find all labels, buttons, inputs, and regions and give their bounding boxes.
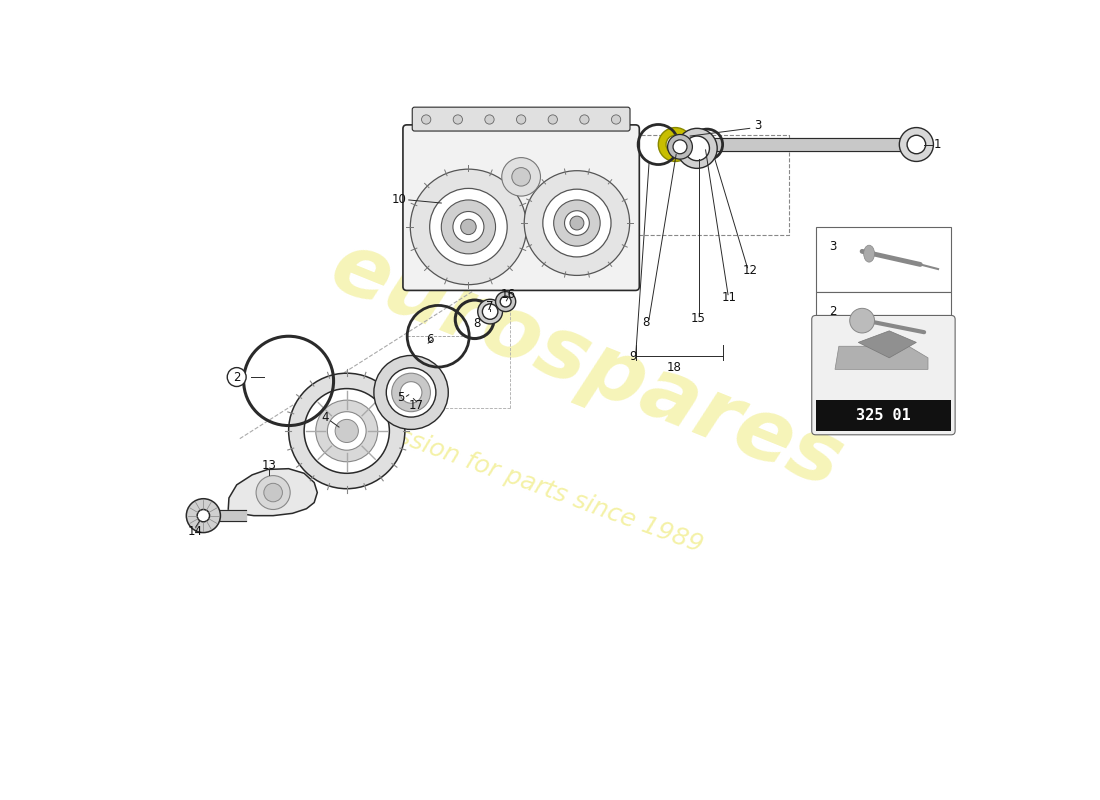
Text: 10: 10 [392, 194, 407, 206]
Circle shape [684, 136, 710, 161]
Text: 2: 2 [233, 370, 241, 383]
Text: 11: 11 [722, 291, 737, 304]
Circle shape [256, 476, 290, 510]
Circle shape [441, 200, 495, 254]
Circle shape [900, 127, 934, 162]
Circle shape [392, 373, 430, 412]
Circle shape [186, 498, 220, 533]
FancyBboxPatch shape [403, 125, 639, 290]
Circle shape [421, 115, 431, 124]
Text: 325 01: 325 01 [856, 408, 911, 423]
FancyBboxPatch shape [412, 107, 630, 131]
Circle shape [400, 382, 422, 403]
Circle shape [316, 400, 377, 462]
Text: 12: 12 [742, 264, 757, 278]
Bar [603, 134, 789, 234]
Circle shape [658, 127, 692, 162]
Circle shape [570, 216, 584, 230]
Circle shape [564, 210, 590, 235]
Text: 5: 5 [397, 391, 405, 404]
Text: 8: 8 [473, 317, 481, 330]
Circle shape [410, 169, 527, 285]
Text: 17: 17 [409, 399, 424, 412]
Polygon shape [228, 469, 317, 516]
Bar [815, 227, 952, 292]
Circle shape [453, 115, 462, 124]
Circle shape [328, 412, 366, 450]
Circle shape [849, 308, 875, 333]
Circle shape [386, 368, 436, 417]
Circle shape [430, 188, 507, 266]
Ellipse shape [864, 245, 874, 262]
Circle shape [197, 510, 210, 522]
Text: 15: 15 [691, 312, 706, 325]
Circle shape [483, 304, 498, 319]
Circle shape [580, 115, 590, 124]
Text: 1: 1 [934, 138, 942, 151]
Circle shape [668, 134, 692, 159]
Circle shape [304, 389, 389, 474]
Circle shape [512, 168, 530, 186]
Text: 2: 2 [829, 306, 836, 318]
Text: 3: 3 [829, 240, 836, 253]
Circle shape [453, 211, 484, 242]
Circle shape [502, 158, 540, 196]
Circle shape [288, 373, 405, 489]
Circle shape [500, 296, 512, 307]
Circle shape [495, 291, 516, 311]
Circle shape [553, 200, 601, 246]
Circle shape [374, 355, 449, 430]
Bar [815, 292, 952, 358]
Text: eurospares: eurospares [319, 225, 855, 506]
Text: a passion for parts since 1989: a passion for parts since 1989 [343, 405, 706, 557]
Circle shape [676, 128, 717, 168]
Text: 4: 4 [321, 410, 329, 423]
Text: 3: 3 [754, 118, 761, 132]
Circle shape [485, 115, 494, 124]
Text: 18: 18 [667, 362, 682, 374]
Bar [815, 400, 952, 431]
Circle shape [542, 189, 610, 257]
Text: 14: 14 [188, 525, 204, 538]
Text: 13: 13 [262, 459, 277, 472]
Circle shape [517, 115, 526, 124]
Polygon shape [835, 346, 928, 370]
Circle shape [264, 483, 283, 502]
Circle shape [461, 219, 476, 234]
Circle shape [525, 170, 629, 275]
FancyBboxPatch shape [812, 315, 955, 435]
Circle shape [477, 299, 503, 324]
Polygon shape [858, 331, 916, 358]
Circle shape [666, 135, 684, 154]
Text: 6: 6 [426, 333, 433, 346]
Circle shape [612, 115, 620, 124]
Text: 8: 8 [642, 316, 650, 329]
Text: 9: 9 [629, 350, 637, 362]
Circle shape [336, 419, 359, 442]
Circle shape [673, 140, 688, 154]
Text: 16: 16 [500, 288, 516, 301]
Circle shape [908, 135, 926, 154]
Circle shape [548, 115, 558, 124]
Text: 7: 7 [486, 300, 494, 313]
